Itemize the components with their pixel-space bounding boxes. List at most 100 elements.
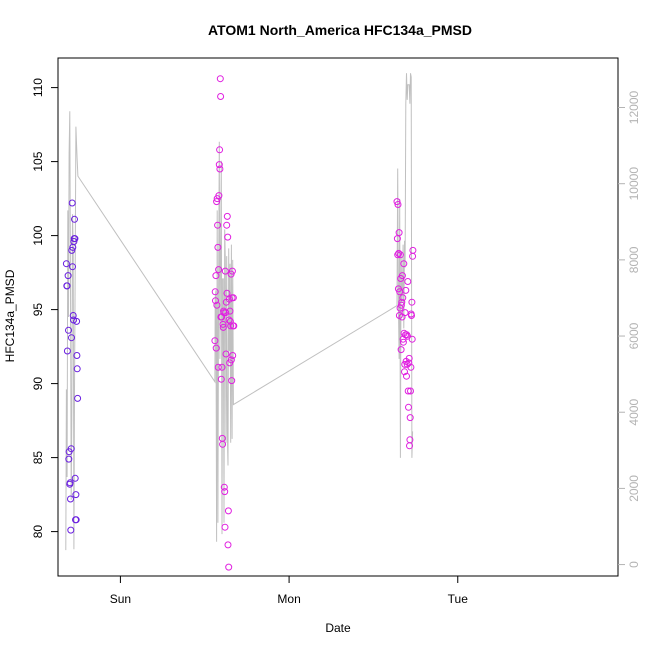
data-point xyxy=(69,312,77,319)
x-axis: Sun Mon Tue xyxy=(110,576,468,606)
data-point xyxy=(72,516,80,524)
data-point xyxy=(211,288,219,296)
data-point xyxy=(393,198,401,206)
data-point xyxy=(226,307,234,315)
data-point xyxy=(69,263,76,271)
data-point xyxy=(215,161,223,169)
data-point xyxy=(395,229,403,237)
y2-axis: 0 2000 4000 6000 8000 10000 12000 xyxy=(618,91,641,568)
data-point xyxy=(223,289,231,297)
data-point xyxy=(405,354,413,362)
data-point xyxy=(67,495,74,503)
y-axis-label: HFC134a_PMSD xyxy=(3,269,17,362)
data-point xyxy=(229,294,237,302)
data-point xyxy=(212,272,220,280)
data-point xyxy=(399,338,407,346)
data-point xyxy=(228,377,236,385)
data-point xyxy=(408,298,416,306)
data-point xyxy=(223,212,231,220)
data-point xyxy=(405,359,413,367)
data-point xyxy=(214,221,222,229)
data-point xyxy=(221,267,229,275)
data-point xyxy=(214,363,222,371)
data-point xyxy=(223,221,231,229)
data-point xyxy=(211,337,219,345)
data-point xyxy=(406,414,414,422)
data-point xyxy=(62,260,70,268)
y-tick-label: 80 xyxy=(31,525,45,539)
y-tick-label: 100 xyxy=(31,225,45,245)
y-tick-label: 90 xyxy=(31,377,45,391)
data-point xyxy=(403,372,410,380)
data-point xyxy=(63,282,71,290)
data-point xyxy=(408,335,416,343)
y-tick-label: 105 xyxy=(31,151,45,171)
data-point xyxy=(409,246,417,254)
data-point xyxy=(406,436,414,444)
y-tick-label: 95 xyxy=(31,303,45,317)
data-point xyxy=(219,323,227,331)
data-point xyxy=(212,297,219,305)
data-point xyxy=(222,350,230,358)
y-tick-label: 110 xyxy=(31,78,45,97)
data-point xyxy=(224,233,232,241)
data-point xyxy=(217,93,225,100)
data-point xyxy=(73,365,81,373)
data-point xyxy=(70,238,78,245)
data-point xyxy=(215,266,223,274)
y-axis: 80 85 90 95 100 105 110 xyxy=(31,78,58,539)
y2-tick-label: 8000 xyxy=(627,246,641,273)
data-point xyxy=(402,286,410,294)
x-tick-label: Sun xyxy=(110,592,131,606)
data-point xyxy=(74,394,82,402)
data-point xyxy=(227,322,235,330)
data-point xyxy=(215,192,223,200)
data-point xyxy=(401,368,408,376)
data-point xyxy=(224,507,232,515)
data-point xyxy=(221,488,229,496)
data-point xyxy=(73,352,81,359)
data-point xyxy=(213,301,221,309)
data-point xyxy=(63,347,71,355)
data-point xyxy=(216,146,224,154)
data-point xyxy=(68,334,75,342)
data-point xyxy=(395,249,403,257)
data-point xyxy=(218,363,226,371)
data-point xyxy=(219,320,227,328)
data-point xyxy=(216,75,224,83)
data-point xyxy=(408,312,415,319)
data-point xyxy=(65,455,73,463)
data-point xyxy=(71,474,79,482)
y2-tick-label: 0 xyxy=(627,561,641,568)
data-point xyxy=(407,363,415,371)
data-point xyxy=(68,246,76,254)
data-point xyxy=(398,298,406,306)
data-point xyxy=(213,198,221,206)
plot-box xyxy=(57,57,619,577)
data-point xyxy=(409,252,417,260)
data-point xyxy=(212,344,220,352)
data-point xyxy=(399,294,407,302)
x-axis-label: Date xyxy=(325,621,351,635)
altitude-layer xyxy=(65,73,414,551)
data-point xyxy=(225,563,233,571)
data-point xyxy=(221,523,229,531)
data-point xyxy=(222,309,230,317)
data-point xyxy=(73,317,81,325)
data-point xyxy=(66,479,74,487)
y2-tick-label: 4000 xyxy=(627,399,641,426)
data-point xyxy=(64,272,72,280)
data-point xyxy=(400,260,408,268)
data-point xyxy=(65,326,72,334)
data-point xyxy=(230,322,238,330)
points-layer xyxy=(62,75,417,571)
data-point xyxy=(220,483,228,491)
data-point xyxy=(404,278,412,285)
data-point xyxy=(228,267,236,275)
y2-tick-label: 2000 xyxy=(627,475,641,502)
data-point xyxy=(68,199,76,207)
data-point xyxy=(217,375,225,383)
data-point xyxy=(398,272,406,280)
y-tick-label: 85 xyxy=(31,451,45,465)
